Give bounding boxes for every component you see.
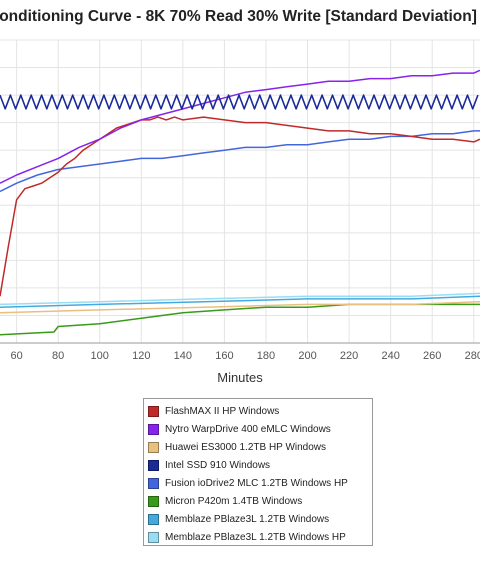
legend-label: Fusion ioDrive2 MLC 1.2TB Windows HP <box>165 477 348 489</box>
x-tick-label: 200 <box>298 350 316 362</box>
legend-item[interactable]: Fusion ioDrive2 MLC 1.2TB Windows HP <box>148 474 372 492</box>
legend-item[interactable]: Memblaze PBlaze3L 1.2TB Windows <box>148 510 372 528</box>
series-lines <box>0 69 480 336</box>
legend-swatch <box>148 531 159 543</box>
x-tick-label: 280 <box>465 350 480 362</box>
legend-swatch <box>148 441 159 453</box>
x-tick-labels: 60 80 100 120 140 160 180 200 220 240 260 280 <box>10 350 480 362</box>
x-tick-label: 260 <box>423 350 441 362</box>
legend-swatch <box>148 477 159 489</box>
legend-item[interactable]: Nytro WarpDrive 400 eMLC Windows <box>148 420 372 438</box>
chart-plot: 60 80 100 120 140 160 180 200 220 240 260 280 <box>0 39 480 362</box>
legend-item[interactable]: FlashMAX II HP Windows <box>148 402 372 420</box>
x-tick-label: 100 <box>91 350 109 362</box>
legend-item[interactable]: Huawei ES3000 1.2TB HP Windows <box>148 438 372 456</box>
legend-item[interactable]: Memblaze PBlaze3L 1.2TB Windows HP <box>148 528 372 546</box>
grid <box>0 39 480 344</box>
legend-swatch <box>148 405 159 417</box>
chart-title: Conditioning Curve - 8K 70% Read 30% Wri… <box>0 8 477 25</box>
x-tick-label: 240 <box>381 350 399 362</box>
series-line <box>0 130 480 193</box>
legend: FlashMAX II HP Windows Nytro WarpDrive 40… <box>143 398 373 546</box>
x-axis-label: Minutes <box>217 370 263 385</box>
x-tick-label: 220 <box>340 350 358 362</box>
x-tick-label: 60 <box>10 350 22 362</box>
x-tick-label: 180 <box>257 350 275 362</box>
legend-swatch <box>148 495 159 507</box>
x-tick-label: 140 <box>174 350 192 362</box>
x-tick-label: 120 <box>132 350 150 362</box>
legend-label: Intel SSD 910 Windows <box>165 459 271 471</box>
legend-item[interactable]: Intel SSD 910 Windows <box>148 456 372 474</box>
legend-label: Memblaze PBlaze3L 1.2TB Windows <box>165 513 330 525</box>
series-line <box>0 300 480 314</box>
series-line <box>0 303 480 336</box>
legend-label: Memblaze PBlaze3L 1.2TB Windows HP <box>165 531 346 543</box>
legend-item[interactable]: Micron P420m 1.4TB Windows <box>148 492 372 510</box>
series-line <box>0 69 480 184</box>
legend-swatch <box>148 513 159 525</box>
x-tick-label: 80 <box>52 350 64 362</box>
legend-swatch <box>148 459 159 471</box>
legend-label: Nytro WarpDrive 400 eMLC Windows <box>165 423 331 435</box>
legend-label: FlashMAX II HP Windows <box>165 405 280 417</box>
series-line <box>0 295 480 308</box>
series-line <box>0 116 480 297</box>
series-line <box>0 94 479 110</box>
legend-swatch <box>148 423 159 435</box>
x-tick-label: 160 <box>215 350 233 362</box>
legend-label: Micron P420m 1.4TB Windows <box>165 495 303 507</box>
legend-label: Huawei ES3000 1.2TB HP Windows <box>165 441 327 453</box>
series-line <box>0 292 480 306</box>
